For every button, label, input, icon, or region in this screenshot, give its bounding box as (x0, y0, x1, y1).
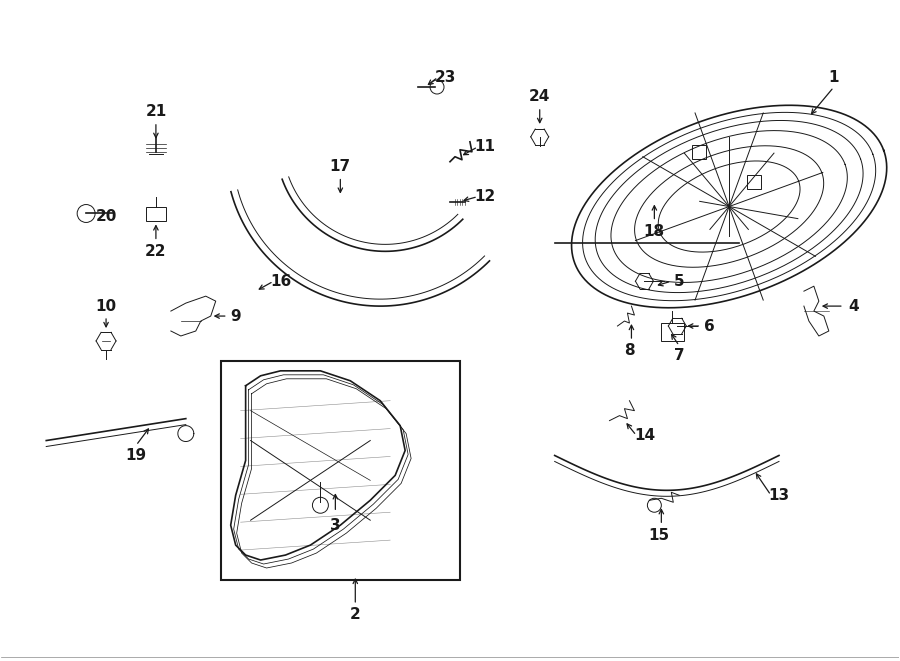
Text: 21: 21 (145, 104, 166, 120)
Text: 18: 18 (644, 224, 665, 239)
Text: 15: 15 (649, 527, 670, 543)
Text: 6: 6 (704, 319, 715, 334)
Text: 4: 4 (849, 299, 859, 313)
Text: 19: 19 (125, 448, 147, 463)
Text: 8: 8 (624, 344, 634, 358)
Text: 20: 20 (95, 209, 117, 224)
Text: 17: 17 (329, 159, 351, 175)
Text: 24: 24 (529, 89, 551, 104)
Text: 9: 9 (230, 309, 241, 324)
Text: 13: 13 (769, 488, 789, 503)
Text: 7: 7 (674, 348, 685, 364)
Text: 2: 2 (350, 607, 361, 622)
Text: 10: 10 (95, 299, 117, 313)
Text: 23: 23 (435, 69, 455, 85)
Text: 12: 12 (474, 189, 496, 204)
Text: 1: 1 (829, 69, 839, 85)
Text: 16: 16 (270, 274, 291, 289)
Text: 14: 14 (634, 428, 655, 443)
Text: 22: 22 (145, 244, 166, 259)
Text: 5: 5 (674, 274, 685, 289)
Bar (220, 361, 460, 580)
Text: 11: 11 (474, 139, 495, 154)
Text: 3: 3 (330, 518, 341, 533)
